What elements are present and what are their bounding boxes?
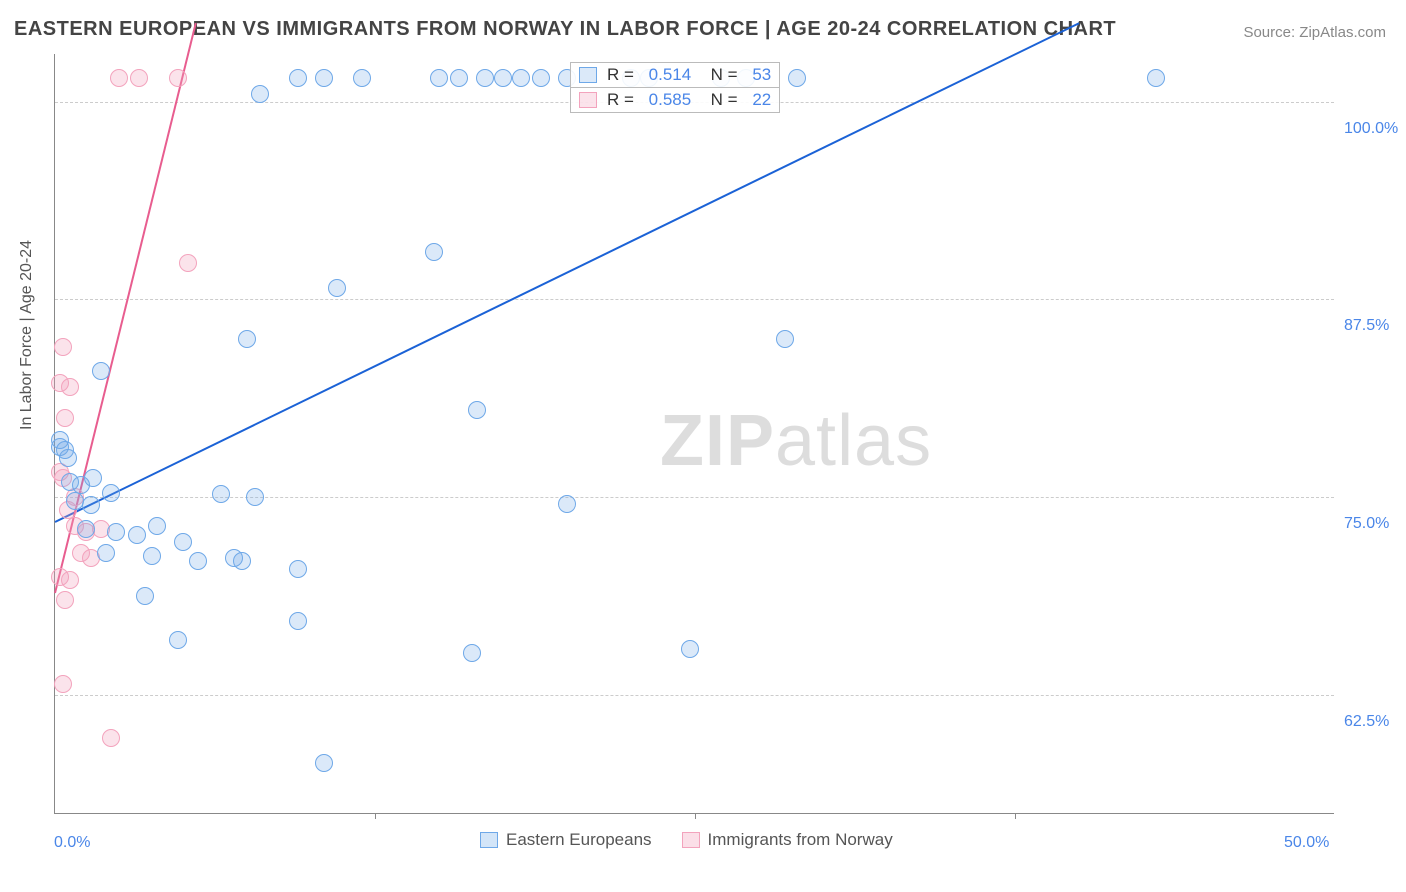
data-point bbox=[425, 243, 443, 261]
data-point bbox=[179, 254, 197, 272]
x-tick-minor bbox=[695, 813, 696, 819]
data-point bbox=[128, 526, 146, 544]
data-point bbox=[476, 69, 494, 87]
legend: Eastern Europeans Immigrants from Norway bbox=[480, 830, 893, 850]
y-tick-label: 87.5% bbox=[1344, 317, 1389, 335]
data-point bbox=[251, 85, 269, 103]
plot-area bbox=[54, 54, 1334, 814]
data-point bbox=[289, 560, 307, 578]
source-attribution: Source: ZipAtlas.com bbox=[1243, 24, 1386, 41]
legend-item: Immigrants from Norway bbox=[682, 830, 893, 850]
data-point bbox=[681, 640, 699, 658]
data-point bbox=[289, 69, 307, 87]
data-point bbox=[148, 517, 166, 535]
data-point bbox=[233, 552, 251, 570]
y-axis-label: In Labor Force | Age 20-24 bbox=[18, 240, 36, 430]
data-point bbox=[353, 69, 371, 87]
trend-line bbox=[55, 22, 1080, 523]
gridline-h bbox=[55, 695, 1334, 696]
data-point bbox=[61, 378, 79, 396]
data-point bbox=[61, 571, 79, 589]
stat-n-value: 22 bbox=[752, 90, 771, 110]
y-tick-label: 75.0% bbox=[1344, 515, 1389, 533]
data-point bbox=[450, 69, 468, 87]
data-point bbox=[315, 69, 333, 87]
data-point bbox=[558, 495, 576, 513]
stat-n-label: N = bbox=[701, 65, 742, 85]
data-point bbox=[136, 587, 154, 605]
data-point bbox=[788, 69, 806, 87]
data-point bbox=[315, 754, 333, 772]
data-point bbox=[54, 675, 72, 693]
data-point bbox=[56, 409, 74, 427]
y-tick-label: 62.5% bbox=[1344, 713, 1389, 731]
y-tick-label: 100.0% bbox=[1344, 120, 1398, 138]
stat-r-value: 0.585 bbox=[649, 90, 692, 110]
data-point bbox=[174, 533, 192, 551]
data-point bbox=[1147, 69, 1165, 87]
stat-n-label: N = bbox=[701, 90, 742, 110]
legend-swatch bbox=[682, 832, 700, 848]
data-point bbox=[169, 631, 187, 649]
data-point bbox=[776, 330, 794, 348]
data-point bbox=[238, 330, 256, 348]
chart-title: EASTERN EUROPEAN VS IMMIGRANTS FROM NORW… bbox=[14, 18, 1116, 41]
data-point bbox=[212, 485, 230, 503]
x-tick-label: 0.0% bbox=[54, 834, 90, 852]
stat-n-value: 53 bbox=[752, 65, 771, 85]
data-point bbox=[430, 69, 448, 87]
data-point bbox=[82, 496, 100, 514]
data-point bbox=[246, 488, 264, 506]
stat-r-value: 0.514 bbox=[649, 65, 692, 85]
data-point bbox=[130, 69, 148, 87]
x-tick-minor bbox=[375, 813, 376, 819]
data-point bbox=[328, 279, 346, 297]
data-point bbox=[289, 612, 307, 630]
series-swatch bbox=[579, 67, 597, 83]
series-swatch bbox=[579, 92, 597, 108]
stats-row: R = 0.514 N = 53 bbox=[570, 62, 780, 88]
data-point bbox=[77, 520, 95, 538]
legend-swatch bbox=[480, 832, 498, 848]
legend-item: Eastern Europeans bbox=[480, 830, 652, 850]
data-point bbox=[102, 729, 120, 747]
data-point bbox=[463, 644, 481, 662]
data-point bbox=[54, 338, 72, 356]
x-tick-label: 50.0% bbox=[1284, 834, 1329, 852]
data-point bbox=[84, 469, 102, 487]
data-point bbox=[494, 69, 512, 87]
stats-box: R = 0.514 N = 53R = 0.585 N = 22 bbox=[570, 62, 780, 112]
data-point bbox=[143, 547, 161, 565]
data-point bbox=[110, 69, 128, 87]
data-point bbox=[59, 449, 77, 467]
data-point bbox=[512, 69, 530, 87]
data-point bbox=[92, 362, 110, 380]
data-point bbox=[189, 552, 207, 570]
data-point bbox=[169, 69, 187, 87]
stats-row: R = 0.585 N = 22 bbox=[570, 87, 780, 113]
data-point bbox=[107, 523, 125, 541]
stat-r-label: R = bbox=[607, 65, 639, 85]
gridline-h bbox=[55, 299, 1334, 300]
data-point bbox=[56, 591, 74, 609]
stat-r-label: R = bbox=[607, 90, 639, 110]
legend-label: Immigrants from Norway bbox=[708, 830, 893, 850]
data-point bbox=[532, 69, 550, 87]
data-point bbox=[97, 544, 115, 562]
legend-label: Eastern Europeans bbox=[506, 830, 652, 850]
data-point bbox=[468, 401, 486, 419]
x-tick-minor bbox=[1015, 813, 1016, 819]
data-point bbox=[102, 484, 120, 502]
